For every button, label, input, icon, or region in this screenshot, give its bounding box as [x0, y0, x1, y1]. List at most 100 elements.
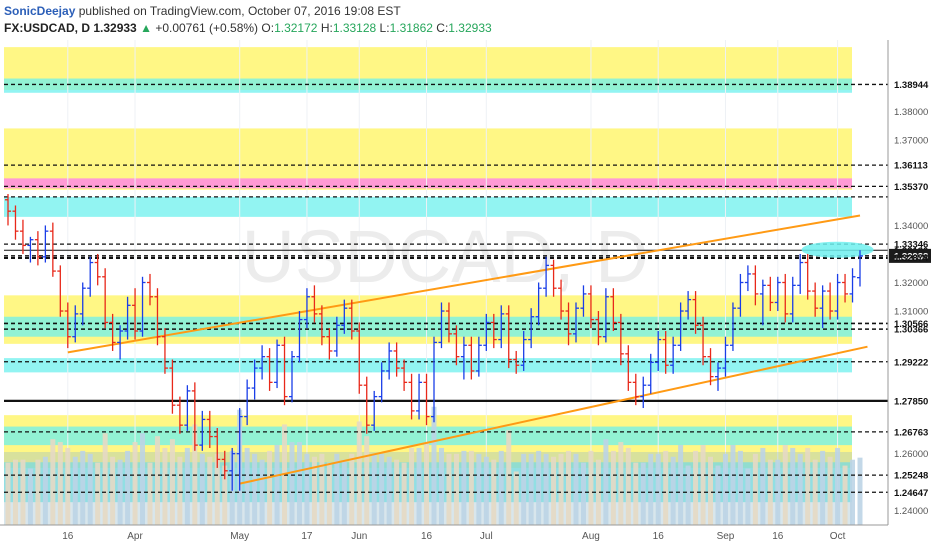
candle[interactable] [281, 336, 288, 406]
candle[interactable] [27, 236, 34, 263]
candle[interactable] [386, 342, 393, 380]
candle[interactable] [475, 336, 482, 377]
candle[interactable] [229, 447, 236, 491]
candle[interactable] [685, 291, 692, 320]
candle[interactable] [849, 268, 856, 303]
candle[interactable] [251, 359, 258, 400]
candle[interactable] [804, 253, 811, 300]
candle[interactable] [176, 396, 183, 434]
candle[interactable] [147, 273, 153, 306]
candle[interactable] [625, 345, 632, 391]
candle[interactable] [206, 410, 213, 448]
candle[interactable] [543, 256, 550, 297]
candle[interactable] [827, 282, 834, 320]
candle[interactable] [378, 362, 385, 403]
candle[interactable] [341, 299, 348, 334]
candle[interactable] [117, 325, 124, 360]
candle[interactable] [19, 219, 26, 254]
candle[interactable] [655, 331, 662, 371]
candle[interactable] [505, 305, 512, 369]
candle[interactable] [303, 288, 310, 329]
candle[interactable] [236, 408, 243, 491]
candle[interactable] [49, 222, 56, 277]
candle[interactable] [438, 302, 445, 349]
candle[interactable] [782, 273, 789, 323]
candle[interactable] [453, 325, 460, 366]
candle[interactable] [289, 350, 295, 403]
candle[interactable] [513, 350, 520, 374]
candle[interactable] [318, 305, 325, 346]
candle[interactable] [139, 276, 146, 337]
candle[interactable] [857, 250, 863, 287]
candle[interactable] [124, 296, 131, 340]
candle[interactable] [296, 311, 303, 363]
candle[interactable] [363, 376, 370, 434]
candle[interactable] [550, 259, 557, 297]
candle[interactable] [214, 428, 221, 468]
candle[interactable] [744, 265, 751, 292]
candle[interactable] [423, 373, 430, 426]
candle[interactable] [274, 339, 281, 389]
candle[interactable] [737, 273, 744, 317]
trend-line[interactable] [67, 214, 861, 354]
candle[interactable] [132, 288, 139, 340]
candle[interactable] [371, 390, 378, 431]
candle[interactable] [580, 285, 587, 317]
candle[interactable] [102, 268, 109, 329]
candle[interactable] [834, 273, 841, 320]
candle[interactable] [498, 305, 505, 349]
candle[interactable] [617, 313, 624, 366]
candle[interactable] [259, 345, 266, 380]
candle[interactable] [333, 316, 340, 357]
candle[interactable] [184, 385, 191, 431]
candle[interactable] [490, 313, 497, 349]
candle[interactable] [72, 305, 79, 343]
candle[interactable] [154, 288, 161, 346]
symbol-label[interactable]: FX:USDCAD, D [4, 21, 90, 35]
candle[interactable] [401, 359, 408, 391]
candle[interactable] [759, 279, 766, 326]
candle[interactable] [595, 311, 602, 346]
candle[interactable] [677, 302, 684, 351]
candle[interactable] [558, 279, 565, 320]
candle[interactable] [752, 265, 759, 306]
candle[interactable] [700, 316, 707, 366]
candle[interactable] [12, 205, 19, 240]
candle[interactable] [460, 336, 467, 380]
candle[interactable] [670, 336, 677, 374]
candle[interactable] [647, 353, 654, 394]
candle[interactable] [774, 276, 781, 312]
candle[interactable] [348, 299, 355, 340]
candle[interactable] [5, 194, 11, 226]
target-ellipse[interactable] [801, 241, 874, 258]
candle[interactable] [109, 313, 116, 351]
candle[interactable] [692, 291, 699, 334]
author-link[interactable]: SonicDeejay [4, 4, 76, 18]
candle[interactable] [483, 313, 490, 351]
candle[interactable] [416, 373, 423, 420]
candle[interactable] [812, 282, 819, 317]
candle[interactable] [64, 302, 71, 349]
candle[interactable] [244, 379, 251, 426]
candle[interactable] [767, 276, 774, 312]
candle[interactable] [169, 359, 176, 414]
candle[interactable] [632, 373, 639, 406]
candle[interactable] [468, 336, 475, 380]
candle[interactable] [610, 288, 617, 331]
candle[interactable] [191, 382, 198, 451]
candle[interactable] [528, 308, 535, 349]
candle[interactable] [640, 376, 647, 409]
candle[interactable] [266, 348, 273, 391]
candle[interactable] [602, 288, 609, 343]
candle[interactable] [326, 328, 333, 360]
candle[interactable] [161, 328, 168, 374]
candle[interactable] [842, 273, 849, 303]
trend-line[interactable] [239, 345, 868, 485]
candle[interactable] [445, 302, 452, 343]
candle[interactable] [221, 450, 228, 480]
candle[interactable] [715, 362, 721, 391]
candle[interactable] [356, 322, 363, 394]
candle[interactable] [662, 331, 669, 374]
candle[interactable] [57, 265, 64, 317]
